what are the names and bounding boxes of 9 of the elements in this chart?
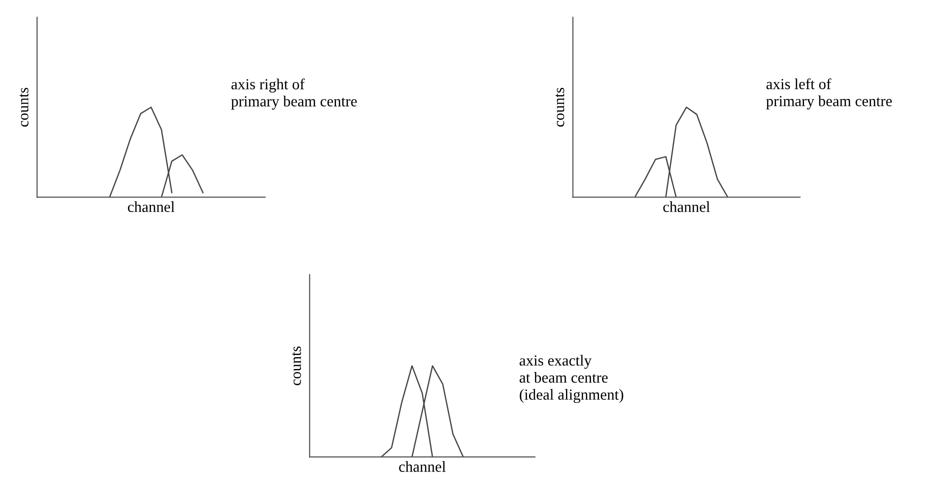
x-axis-title: channel — [399, 461, 446, 472]
x-axis-title: channel — [128, 201, 175, 212]
y-axis-title: counts — [20, 88, 28, 127]
annotation: axis exactly at beam centre (ideal alignment) — [520, 354, 624, 403]
y-axis-title: counts — [292, 346, 301, 386]
annotation: axis right of primary beam centre — [231, 78, 357, 110]
x-axis-title: channel — [663, 201, 710, 212]
annotation: axis left of primary beam centre — [766, 78, 892, 110]
y-axis-title: counts — [555, 88, 564, 127]
